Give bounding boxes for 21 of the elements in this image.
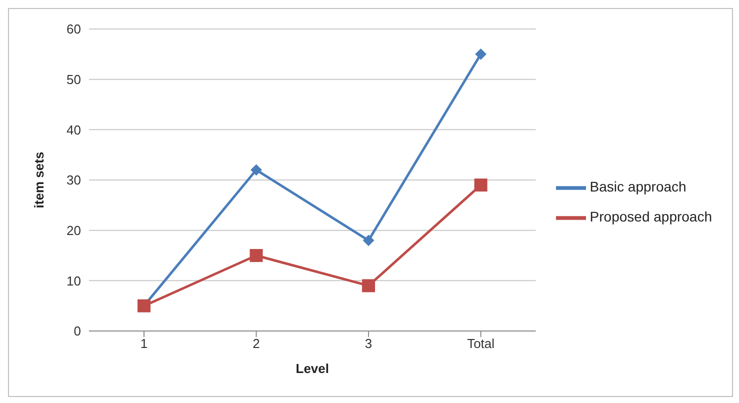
legend-label: Proposed approach (590, 208, 712, 224)
x-axis-title: Level (296, 361, 330, 376)
point (362, 279, 376, 292)
point (250, 164, 262, 176)
y-tick-label: 30 (66, 172, 81, 188)
y-tick-label: 40 (66, 122, 81, 138)
point (363, 234, 374, 246)
y-tick-label: 10 (66, 273, 81, 288)
x-tick-label: Total (467, 336, 495, 352)
x-tick-label: 2 (252, 336, 260, 352)
y-axis-title: item sets (32, 152, 47, 208)
point (250, 249, 263, 262)
point (474, 178, 488, 192)
y-tick-label: 50 (66, 72, 81, 87)
point (475, 48, 486, 60)
x-tick-label: 3 (364, 336, 372, 352)
y-tick-label: 60 (66, 22, 81, 37)
legend-label: Basic approach (590, 178, 686, 194)
x-tick-label: 1 (140, 336, 148, 352)
y-tick-label: 20 (66, 222, 81, 238)
y-tick-label: 0 (74, 324, 81, 339)
